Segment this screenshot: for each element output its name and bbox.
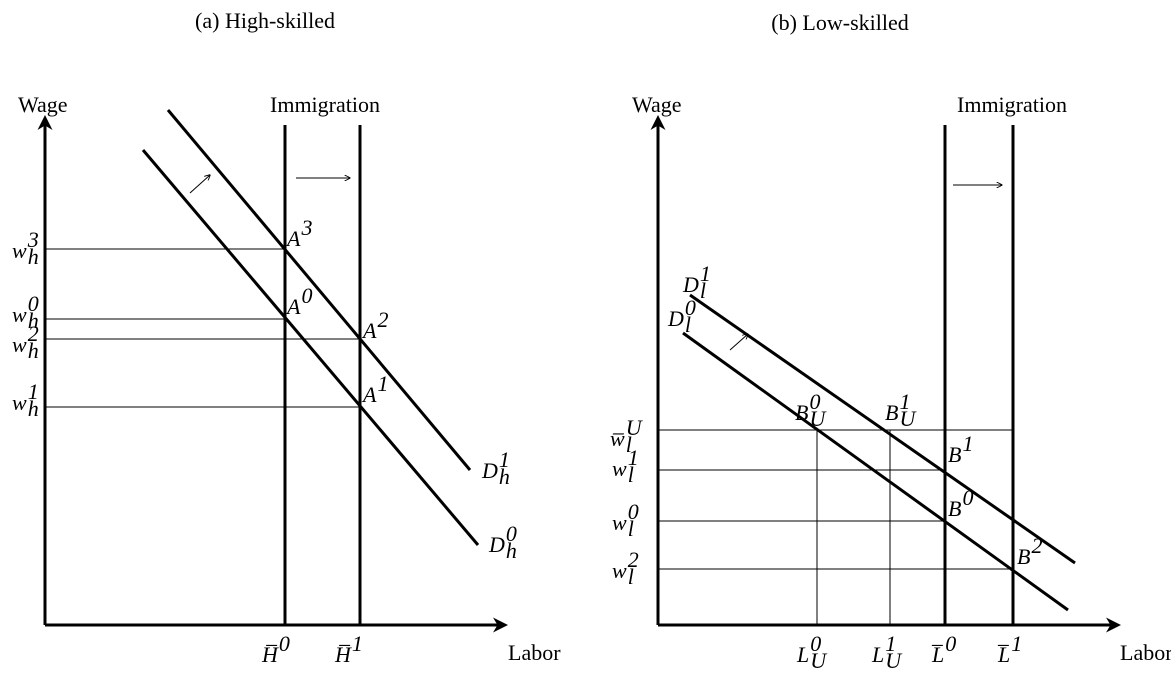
wage-label-sub: h — [28, 244, 39, 269]
curve-label-sub: h — [506, 538, 517, 563]
y-axis-label: Wage — [18, 92, 68, 117]
quantity-label: H̅ — [261, 642, 279, 667]
point-label: B — [948, 496, 961, 521]
panel-b — [650, 115, 1121, 633]
curve-label: D — [488, 532, 505, 557]
quantity-label-sup: 0 — [945, 631, 956, 656]
point-label-sub: U — [899, 406, 917, 431]
curve-label-sub: l — [685, 312, 691, 337]
point-label: A — [285, 226, 301, 251]
quantity-label-sup: 1 — [1011, 631, 1022, 656]
wage-label-sup: 2 — [628, 547, 639, 572]
quantity-label-sup: 1 — [885, 631, 896, 656]
curve-label: D — [481, 458, 498, 483]
quantity-label: H̅ — [334, 642, 352, 667]
wage-label-sup: 1 — [628, 445, 639, 470]
point-label: B — [885, 400, 898, 425]
wage-label: w — [612, 510, 627, 535]
quantity-label-sup: 1 — [352, 631, 363, 656]
quantity-label: L̅ — [997, 642, 1010, 667]
curve-label-sub: l — [700, 278, 706, 303]
wage-label-sub: l — [628, 516, 634, 541]
point-label-sup: 3 — [300, 215, 312, 240]
quantity-label: L — [796, 642, 809, 667]
wage-label-sub: h — [28, 308, 39, 333]
quantity-label: L — [871, 642, 884, 667]
wage-label: w — [12, 302, 27, 327]
wage-label: w̅ — [610, 426, 625, 451]
point-label-sup: 1 — [899, 389, 910, 414]
curve-label-sup: 1 — [700, 261, 711, 286]
quantity-label-sup: 0 — [279, 631, 290, 656]
shift-arrow — [189, 175, 210, 194]
demand-curve — [689, 293, 1076, 565]
point-label-sub: U — [809, 406, 827, 431]
panel-title: (b) Low-skilled — [771, 10, 908, 35]
point-label-sup: 2 — [377, 307, 388, 332]
point-label: A — [285, 294, 301, 319]
wage-label-sup: 1 — [28, 379, 39, 404]
wage-label: w — [612, 558, 627, 583]
wage-label: w — [12, 238, 27, 263]
wage-label-sup: 0 — [628, 499, 639, 524]
x-axis-label: Labor — [1120, 640, 1171, 665]
shift-arrow — [729, 334, 748, 351]
wage-label: w — [12, 332, 27, 357]
curve-label-sup: 1 — [499, 447, 510, 472]
demand-curve — [682, 331, 1069, 612]
point-label: B — [948, 442, 961, 467]
curve-label: D — [682, 272, 699, 297]
quantity-label-sup: 0 — [810, 631, 821, 656]
shift-label: Immigration — [957, 92, 1067, 117]
shift-label: Immigration — [270, 92, 380, 117]
curve-label: D — [667, 306, 684, 331]
point-label-sup: 2 — [1031, 533, 1042, 558]
y-axis-label: Wage — [632, 92, 682, 117]
wage-label-sup: 3 — [27, 227, 39, 252]
point-label: A — [361, 382, 377, 407]
x-axis-label: Labor — [508, 640, 561, 665]
demand-curve — [141, 149, 480, 546]
point-label-sup: 1 — [377, 371, 388, 396]
point-label: B — [1017, 544, 1030, 569]
curve-label-sup: 0 — [506, 521, 517, 546]
quantity-label-sub: U — [810, 648, 828, 673]
curve-label-sub: h — [499, 464, 510, 489]
wage-label-sub: h — [28, 396, 39, 421]
point-label-sup: 1 — [962, 431, 973, 456]
wage-label-sub: l — [628, 462, 634, 487]
panel-title: (a) High-skilled — [195, 8, 335, 33]
wage-label-sub: l — [628, 564, 634, 589]
quantity-label: L̅ — [931, 642, 944, 667]
panel-a — [37, 109, 508, 633]
quantity-label-sub: U — [885, 648, 903, 673]
point-label: B — [795, 400, 808, 425]
wage-label: w — [612, 456, 627, 481]
demand-curve — [166, 109, 472, 471]
wage-label-sub: h — [28, 338, 39, 363]
wage-label-sup: 2 — [28, 321, 39, 346]
curve-label-sup: 0 — [685, 295, 696, 320]
wage-label: w — [12, 390, 27, 415]
wage-label-sub: l — [626, 432, 632, 457]
point-label: A — [361, 318, 377, 343]
point-label-sup: 0 — [301, 283, 312, 308]
point-label-sup: 0 — [962, 485, 973, 510]
wage-label-sup: U — [626, 415, 644, 440]
point-label-sup: 0 — [809, 389, 820, 414]
wage-label-sup: 0 — [28, 291, 39, 316]
